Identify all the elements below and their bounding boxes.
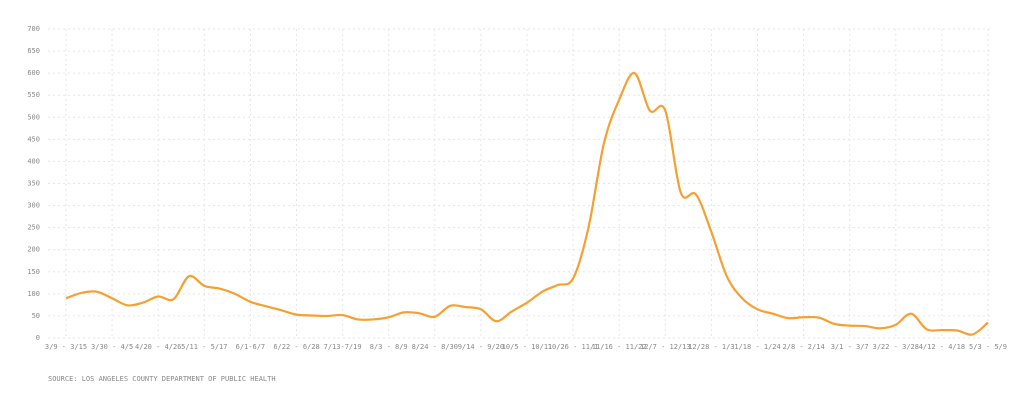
y-tick-label: 100	[27, 290, 40, 298]
x-tick-label: 8/24 - 8/30	[412, 343, 458, 351]
y-tick-label: 150	[27, 268, 40, 276]
x-tick-label: 12/28 - 1/3	[688, 343, 734, 351]
x-tick-label: 3/1 - 3/7	[831, 343, 869, 351]
y-tick-label: 450	[27, 135, 40, 143]
x-tick-label: 4/12 - 4/18	[919, 343, 965, 351]
y-tick-label: 250	[27, 224, 40, 232]
y-tick-label: 400	[27, 157, 40, 165]
source-note: SOURCE: LOS ANGELES COUNTY DEPARTMENT OF…	[48, 375, 276, 383]
x-tick-label: 12/7 - 12/13	[640, 343, 691, 351]
x-tick-label: 3/22 - 3/28	[873, 343, 919, 351]
x-tick-label: 11/16 - 11/22	[592, 343, 647, 351]
data-line	[65, 72, 989, 336]
y-tick-label: 600	[27, 69, 40, 77]
x-tick-label: 9/14 - 9/20	[458, 343, 504, 351]
x-tick-label: 3/30 - 4/5	[91, 343, 133, 351]
x-tick-label: 10/26 - 11/1	[548, 343, 599, 351]
x-tick-label: 5/11 - 5/17	[181, 343, 227, 351]
x-tick-label: 8/3 - 8/9	[370, 343, 408, 351]
x-tick-label: 2/8 - 2/14	[783, 343, 825, 351]
x-tick-label: 6/22 - 6/28	[273, 343, 319, 351]
y-tick-label: 0	[36, 334, 40, 342]
x-tick-label: 5/3 - 5/9	[969, 343, 1007, 351]
x-tick-label: 7/13-7/19	[324, 343, 362, 351]
x-tick-label: 4/20 - 4/26	[135, 343, 181, 351]
y-tick-label: 50	[32, 312, 40, 320]
y-tick-label: 650	[27, 47, 40, 55]
y-tick-label: 200	[27, 246, 40, 254]
y-tick-label: 500	[27, 113, 40, 121]
y-tick-label: 350	[27, 180, 40, 188]
x-tick-label: 10/5 - 10/11	[502, 343, 553, 351]
x-tick-label: 1/18 - 1/24	[734, 343, 780, 351]
y-tick-label: 300	[27, 202, 40, 210]
x-tick-label: 3/9 - 3/15	[45, 343, 87, 351]
y-tick-label: 700	[27, 25, 40, 33]
y-tick-label: 550	[27, 91, 40, 99]
x-tick-label: 6/1-6/7	[236, 343, 266, 351]
